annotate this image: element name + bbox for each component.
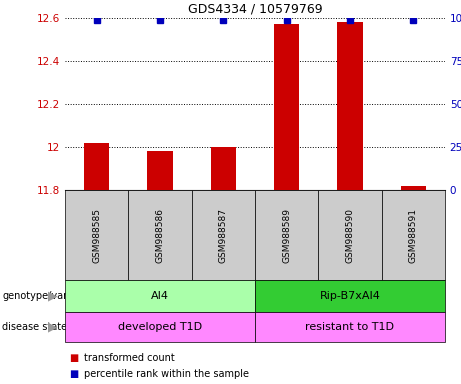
Text: GSM988586: GSM988586 [155, 207, 165, 263]
Text: resistant to T1D: resistant to T1D [305, 322, 395, 332]
Title: GDS4334 / 10579769: GDS4334 / 10579769 [188, 2, 322, 15]
Bar [84, 143, 109, 190]
Text: genotype/variation: genotype/variation [2, 291, 95, 301]
Text: ■: ■ [70, 369, 79, 379]
Bar [211, 147, 236, 190]
Text: GSM988587: GSM988587 [219, 207, 228, 263]
Text: GSM988585: GSM988585 [92, 207, 101, 263]
Text: disease state: disease state [2, 322, 67, 332]
Text: GSM988590: GSM988590 [345, 207, 355, 263]
Text: percentile rank within the sample: percentile rank within the sample [84, 369, 249, 379]
Text: GSM988591: GSM988591 [409, 207, 418, 263]
Text: developed T1D: developed T1D [118, 322, 202, 332]
Text: ▶: ▶ [48, 290, 58, 302]
Text: ▶: ▶ [48, 320, 58, 333]
Text: GSM988589: GSM988589 [282, 207, 291, 263]
Bar [274, 25, 299, 190]
Text: transformed count: transformed count [84, 353, 175, 363]
Text: ■: ■ [70, 353, 79, 363]
Bar [401, 186, 426, 190]
Text: Rip-B7xAI4: Rip-B7xAI4 [319, 291, 380, 301]
Bar [337, 22, 362, 190]
Text: AI4: AI4 [151, 291, 169, 301]
Bar [148, 151, 172, 190]
